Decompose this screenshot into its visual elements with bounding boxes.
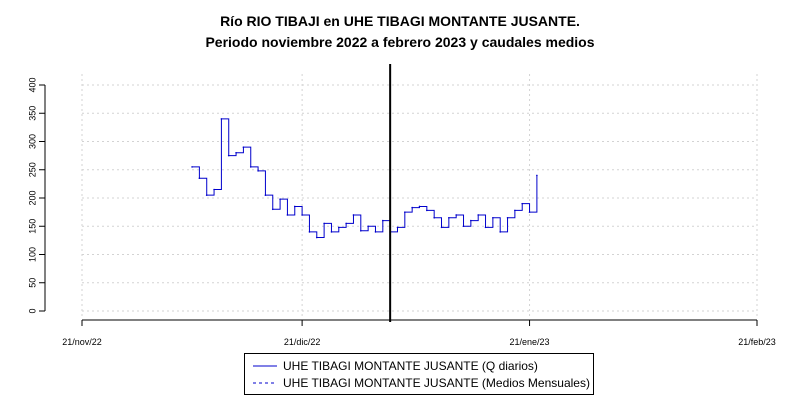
data-point	[235, 152, 237, 154]
data-point	[396, 226, 399, 229]
data-point	[257, 170, 259, 172]
y-tick-label: 150	[27, 219, 37, 234]
chart-title: Río RIO TIBAJI en UHE TIBAGI MONTANTE JU…	[220, 13, 580, 29]
data-point	[492, 216, 494, 219]
y-tick-label: 100	[27, 247, 37, 262]
data-point	[536, 174, 538, 177]
y-tick-label: 50	[27, 278, 37, 288]
data-point	[198, 177, 201, 180]
data-point	[426, 209, 428, 212]
data-point	[433, 216, 435, 219]
data-point	[506, 216, 509, 219]
data-point	[279, 198, 281, 200]
x-axis: 21/nov/22 21/dic/22 21/ene/23 21/feb/23	[62, 319, 776, 347]
x-tick-label: 21/dic/22	[284, 337, 321, 347]
y-tick-label: 300	[27, 134, 37, 149]
data-point	[286, 214, 289, 216]
data-point	[345, 222, 347, 225]
data-point	[249, 166, 252, 168]
data-point	[455, 214, 457, 216]
data-point	[374, 231, 377, 233]
legend-item-daily: UHE TIBAGI MONTANTE JUSANTE (Q diarios)	[251, 358, 591, 374]
data-point	[337, 226, 340, 229]
data-point	[264, 194, 267, 196]
y-tick-label: 350	[27, 106, 37, 121]
data-point	[330, 231, 333, 233]
data-point	[418, 205, 421, 208]
data-point	[367, 225, 369, 228]
y-tick-label: 400	[27, 77, 37, 92]
legend-swatch-solid	[253, 365, 277, 367]
data-point	[404, 211, 406, 213]
data-point	[213, 188, 215, 191]
legend-label-monthly: UHE TIBAGI MONTANTE JUSANTE (Medios Mens…	[283, 376, 590, 390]
data-point	[315, 236, 318, 239]
x-tick-label: 21/feb/23	[738, 337, 776, 347]
y-tick-label: 250	[27, 162, 37, 177]
data-point	[360, 229, 362, 232]
data-point	[514, 209, 516, 212]
data-point	[205, 194, 208, 196]
y-tick-label: 0	[27, 308, 37, 313]
chart-subtitle: Periodo noviembre 2022 a febrero 2023 y …	[205, 34, 595, 50]
data-point	[323, 222, 325, 225]
grid	[81, 74, 758, 316]
legend-label-daily: UHE TIBAGI MONTANTE JUSANTE (Q diarios)	[283, 359, 538, 373]
legend-swatch-dashed	[253, 382, 277, 384]
data-point	[462, 225, 465, 228]
data-point	[242, 146, 245, 148]
data-point	[227, 154, 230, 157]
data-point	[521, 202, 524, 205]
legend: UHE TIBAGI MONTANTE JUSANTE (Q diarios) …	[244, 353, 594, 395]
data-point	[477, 214, 479, 216]
data-point	[382, 219, 384, 222]
x-tick-label: 21/ene/23	[510, 337, 550, 347]
series-line-daily	[192, 118, 538, 239]
data-point	[528, 211, 531, 213]
data-point	[448, 216, 450, 219]
data-point	[301, 214, 303, 216]
data-point	[470, 219, 472, 222]
y-axis: 0 50 100 150 200 250 300 350 400	[27, 77, 46, 314]
x-tick-label: 21/nov/22	[62, 337, 102, 347]
legend-item-monthly: UHE TIBAGI MONTANTE JUSANTE (Medios Mens…	[251, 375, 591, 391]
data-point	[440, 226, 443, 229]
data-point	[499, 231, 502, 233]
data-point	[271, 208, 274, 211]
data-point	[191, 166, 193, 168]
data-point	[293, 205, 296, 208]
data-point	[220, 118, 223, 120]
y-tick-label: 200	[27, 190, 37, 205]
data-point	[352, 214, 355, 216]
data-point	[308, 231, 311, 233]
data-point	[484, 226, 487, 229]
series-daily	[191, 118, 538, 239]
data-point	[411, 206, 413, 209]
